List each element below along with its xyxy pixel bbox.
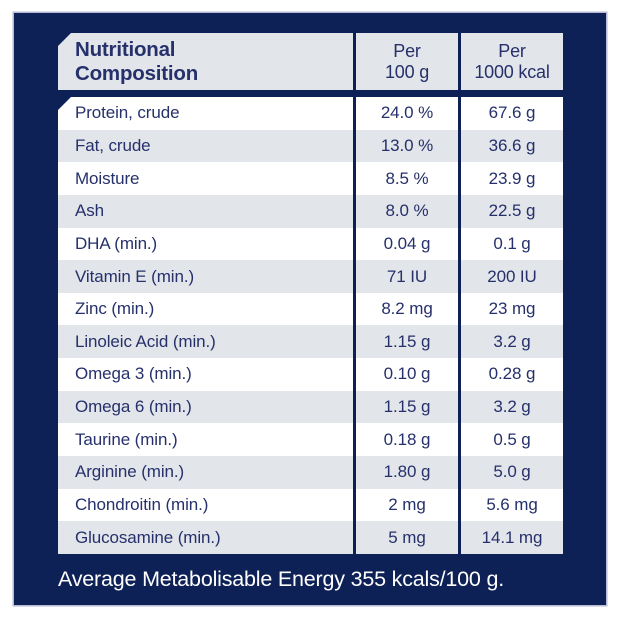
header-col-1000kcal-line2: 1000 kcal — [474, 61, 550, 82]
table-row: Omega 3 (min.) 0.10 g 0.28 g — [58, 358, 563, 391]
row-label: Taurine (min.) — [75, 429, 178, 449]
row-value-per-1000kcal: 23 mg — [458, 292, 563, 326]
table-row: Taurine (min.) 0.18 g 0.5 g — [58, 423, 563, 457]
table-row: Vitamin E (min.) 71 IU 200 IU — [58, 260, 563, 293]
row-value-per-1000kcal: 0.1 g — [458, 227, 563, 261]
table-row: Glucosamine (min.) 5 mg 14.1 mg — [58, 521, 563, 554]
row-value-per-100g: 1.15 g — [353, 325, 458, 359]
nutrition-table: Nutritional Composition Per 100 g Per 10… — [58, 33, 563, 554]
row-label: Linoleic Acid (min.) — [75, 331, 216, 351]
table-header: Nutritional Composition Per 100 g Per 10… — [58, 33, 563, 90]
header-title: Nutritional Composition — [58, 33, 353, 90]
row-value-per-1000kcal: 36.6 g — [458, 129, 563, 163]
row-value-per-100g: 8.0 % — [353, 194, 458, 228]
row-value-per-100g: 0.04 g — [353, 227, 458, 261]
row-label: Fat, crude — [75, 135, 151, 155]
row-value-per-1000kcal: 5.0 g — [458, 456, 563, 489]
header-title-line2: Composition — [75, 61, 199, 85]
row-value-per-100g: 24.0 % — [353, 97, 458, 130]
row-label: DHA (min.) — [75, 233, 158, 253]
table-row: Protein, crude 24.0 % 67.6 g — [58, 97, 563, 130]
header-col-per-1000kcal: Per 1000 kcal — [458, 33, 563, 90]
row-label: Moisture — [75, 168, 140, 188]
row-label: Glucosamine (min.) — [75, 527, 221, 547]
row-label: Omega 3 (min.) — [75, 364, 192, 384]
row-value-per-1000kcal: 67.6 g — [458, 97, 563, 130]
row-value-per-1000kcal: 5.6 mg — [458, 488, 563, 522]
row-value-per-100g: 1.15 g — [353, 390, 458, 424]
row-label: Protein, crude — [75, 103, 180, 123]
header-col-per-100g: Per 100 g — [353, 33, 458, 90]
row-value-per-1000kcal: 0.28 g — [458, 358, 563, 391]
row-value-per-1000kcal: 14.1 mg — [458, 521, 563, 554]
row-value-per-1000kcal: 200 IU — [458, 260, 563, 293]
table-row: Ash 8.0 % 22.5 g — [58, 194, 563, 228]
row-value-per-1000kcal: 23.9 g — [458, 162, 563, 195]
table-row: Arginine (min.) 1.80 g 5.0 g — [58, 456, 563, 489]
row-value-per-100g: 5 mg — [353, 521, 458, 554]
row-value-per-100g: 8.5 % — [353, 162, 458, 195]
table-row: Chondroitin (min.) 2 mg 5.6 mg — [58, 488, 563, 522]
row-value-per-100g: 13.0 % — [353, 129, 458, 163]
row-label: Zinc (min.) — [75, 299, 155, 319]
row-label: Ash — [75, 201, 104, 221]
row-value-per-100g: 0.10 g — [353, 358, 458, 391]
header-col-100g-line2: 100 g — [384, 61, 430, 82]
table-row: Omega 6 (min.) 1.15 g 3.2 g — [58, 390, 563, 424]
row-value-per-1000kcal: 22.5 g — [458, 194, 563, 228]
row-value-per-100g: 71 IU — [353, 260, 458, 293]
table-row: Linoleic Acid (min.) 1.15 g 3.2 g — [58, 325, 563, 359]
table-row: Zinc (min.) 8.2 mg 23 mg — [58, 292, 563, 326]
table-row: Fat, crude 13.0 % 36.6 g — [58, 129, 563, 163]
table-row: Moisture 8.5 % 23.9 g — [58, 162, 563, 195]
header-title-line1: Nutritional — [75, 38, 176, 62]
row-value-per-100g: 8.2 mg — [353, 292, 458, 326]
table-body: Protein, crude 24.0 % 67.6 g Fat, crude … — [58, 97, 563, 554]
row-value-per-100g: 1.80 g — [353, 456, 458, 489]
row-value-per-1000kcal: 3.2 g — [458, 325, 563, 359]
header-col-100g-line1: Per — [393, 40, 421, 61]
metabolisable-energy-note: Average Metabolisable Energy 355 kcals/1… — [14, 554, 606, 605]
nutrition-label-panel: Nutritional Composition Per 100 g Per 10… — [14, 13, 606, 605]
row-value-per-100g: 2 mg — [353, 488, 458, 522]
row-value-per-1000kcal: 3.2 g — [458, 390, 563, 424]
row-label: Omega 6 (min.) — [75, 397, 192, 417]
row-label: Vitamin E (min.) — [75, 266, 195, 286]
table-row: DHA (min.) 0.04 g 0.1 g — [58, 227, 563, 261]
row-label: Arginine (min.) — [75, 462, 185, 482]
metabolisable-energy-text: Average Metabolisable Energy 355 kcals/1… — [58, 567, 504, 591]
row-value-per-1000kcal: 0.5 g — [458, 423, 563, 457]
row-value-per-100g: 0.18 g — [353, 423, 458, 457]
header-col-1000kcal-line1: Per — [498, 40, 526, 61]
row-label: Chondroitin (min.) — [75, 495, 209, 515]
